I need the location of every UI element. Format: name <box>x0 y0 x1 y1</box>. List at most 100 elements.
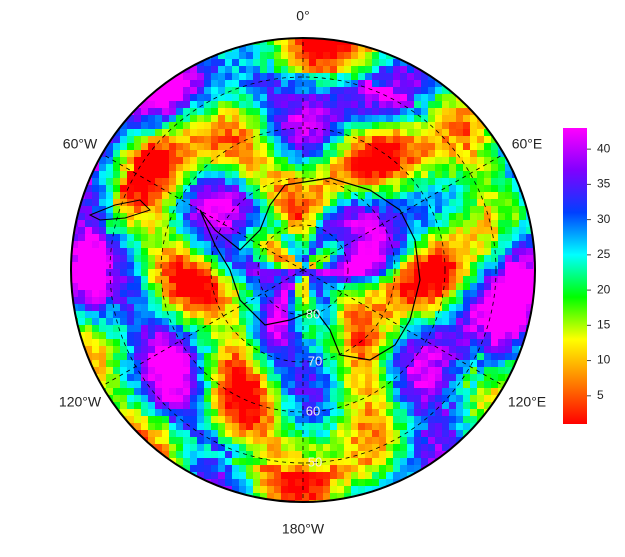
field-cell <box>365 80 373 88</box>
field-cell <box>246 150 254 158</box>
field-cell <box>155 94 163 102</box>
field-cell <box>120 423 128 431</box>
field-cell <box>491 395 499 403</box>
field-cell <box>92 297 100 305</box>
field-cell <box>323 234 331 242</box>
field-cell <box>176 269 184 277</box>
field-cell <box>463 108 471 116</box>
colorbar-tick-label: 5 <box>597 388 604 402</box>
field-cell <box>414 360 422 368</box>
field-cell <box>71 255 79 263</box>
field-cell <box>190 290 198 298</box>
field-cell <box>463 178 471 186</box>
field-cell <box>211 318 219 326</box>
field-cell <box>288 276 296 284</box>
field-cell <box>78 227 86 235</box>
field-cell <box>372 213 380 221</box>
field-cell <box>204 339 212 347</box>
field-cell <box>414 325 422 333</box>
field-cell <box>190 353 198 361</box>
field-cell <box>393 213 401 221</box>
field-cell <box>428 220 436 228</box>
field-cell <box>183 87 191 95</box>
field-cell <box>141 262 149 270</box>
field-cell <box>379 395 387 403</box>
field-cell <box>379 122 387 130</box>
field-cell <box>253 66 261 74</box>
field-cell <box>246 213 254 221</box>
field-cell <box>204 465 212 473</box>
field-cell <box>274 115 282 123</box>
field-cell <box>379 290 387 298</box>
field-cell <box>379 360 387 368</box>
field-cell <box>267 297 275 305</box>
field-cell <box>148 150 156 158</box>
field-cell <box>316 143 324 151</box>
field-cell <box>330 241 338 249</box>
field-cell <box>148 332 156 340</box>
field-cell <box>295 297 303 305</box>
field-cell <box>428 66 436 74</box>
field-cell <box>477 227 485 235</box>
field-cell <box>498 353 506 361</box>
field-cell <box>414 206 422 214</box>
longitude-label: 120°W <box>59 394 102 410</box>
field-cell <box>260 395 268 403</box>
field-cell <box>274 472 282 480</box>
field-cell <box>491 353 499 361</box>
field-cell <box>106 227 114 235</box>
field-cell <box>358 73 366 81</box>
field-cell <box>246 297 254 305</box>
field-cell <box>260 304 268 312</box>
field-cell <box>113 143 121 151</box>
field-cell <box>267 381 275 389</box>
field-cell <box>442 150 450 158</box>
field-cell <box>435 437 443 445</box>
field-cell <box>267 143 275 151</box>
field-cell <box>365 416 373 424</box>
field-cell <box>344 346 352 354</box>
field-cell <box>295 94 303 102</box>
field-cell <box>470 269 478 277</box>
field-cell <box>393 87 401 95</box>
field-cell <box>253 472 261 480</box>
field-cell <box>302 353 310 361</box>
field-cell <box>120 374 128 382</box>
field-cell <box>337 451 345 459</box>
field-cell <box>127 262 135 270</box>
field-cell <box>330 437 338 445</box>
field-cell <box>358 269 366 277</box>
field-cell <box>302 437 310 445</box>
field-cell <box>428 325 436 333</box>
field-cell <box>176 122 184 130</box>
field-cell <box>225 318 233 326</box>
field-cell <box>225 192 233 200</box>
field-cell <box>141 143 149 151</box>
field-cell <box>190 192 198 200</box>
field-cell <box>428 430 436 438</box>
field-cell <box>239 73 247 81</box>
field-cell <box>477 192 485 200</box>
field-cell <box>323 465 331 473</box>
field-cell <box>176 199 184 207</box>
field-cell <box>218 206 226 214</box>
field-cell <box>267 178 275 186</box>
field-cell <box>225 290 233 298</box>
field-cell <box>414 465 422 473</box>
field-cell <box>85 325 93 333</box>
field-cell <box>274 38 282 46</box>
field-cell <box>162 192 170 200</box>
field-cell <box>106 353 114 361</box>
field-cell <box>372 339 380 347</box>
field-cell <box>302 115 310 123</box>
field-cell <box>162 451 170 459</box>
field-cell <box>400 66 408 74</box>
field-cell <box>225 227 233 235</box>
field-cell <box>421 388 429 396</box>
field-cell <box>358 185 366 193</box>
field-cell <box>169 269 177 277</box>
field-cell <box>204 234 212 242</box>
field-cell <box>127 185 135 193</box>
field-cell <box>498 136 506 144</box>
field-cell <box>197 199 205 207</box>
